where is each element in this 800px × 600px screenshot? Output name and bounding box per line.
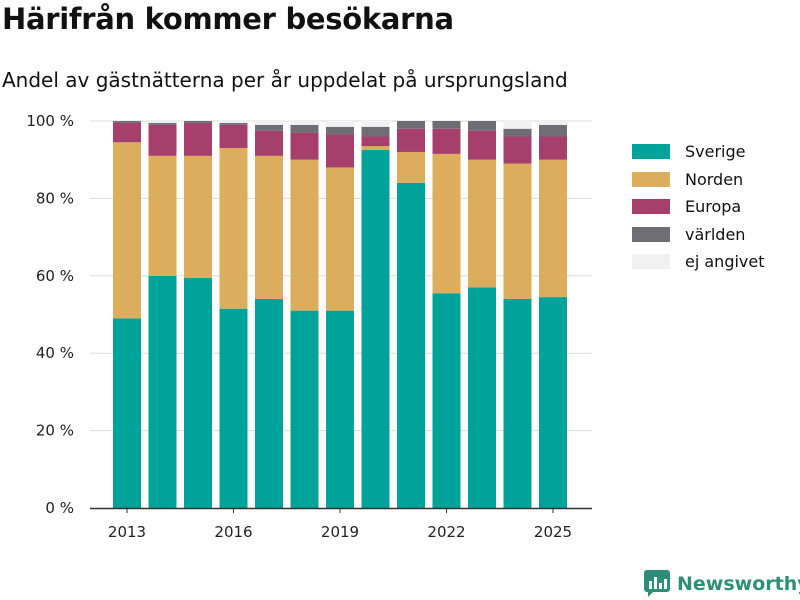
bar-segment-norden	[361, 146, 390, 151]
bar-segment-sverige	[148, 275, 177, 508]
bar-segment-europa	[361, 136, 390, 147]
y-tick-label: 0 %	[45, 499, 74, 517]
bar-segment-europa	[397, 128, 425, 152]
legend-label: världen	[685, 224, 746, 244]
brand-logo: Newsworthy	[644, 570, 800, 598]
bar-segment-ej-angivet	[539, 121, 567, 125]
legend-item: Europa	[632, 193, 765, 221]
bar-segment-europa	[468, 130, 496, 160]
bar-segment-sverige	[113, 318, 141, 508]
bar-segment-världen	[361, 126, 390, 137]
bar-segment-ej-angivet	[326, 121, 354, 127]
bar-segment-världen	[326, 126, 354, 135]
y-tick-label: 80 %	[36, 189, 74, 207]
bar-segment-världen	[468, 121, 496, 131]
chart-subtitle: Andel av gästnätterna per år uppdelat på…	[2, 68, 568, 92]
bar-segment-världen	[432, 121, 461, 129]
legend-swatch	[632, 199, 670, 215]
bar-segment-norden	[468, 159, 496, 288]
bar-segment-ej-angivet	[361, 121, 390, 127]
bar-segment-sverige	[361, 150, 390, 508]
bar-segment-världen	[503, 128, 532, 137]
bar-segment-världen	[113, 121, 141, 123]
bar-segment-världen	[290, 124, 319, 133]
y-tick-label: 20 %	[36, 422, 74, 440]
legend-swatch	[632, 144, 670, 160]
y-tick-label: 40 %	[36, 344, 74, 362]
bar-segment-ej-angivet	[255, 121, 283, 125]
bar-segment-norden	[148, 155, 177, 276]
legend-item: ej angivet	[632, 248, 765, 276]
bar-segment-världen	[255, 124, 283, 131]
bar-segment-europa	[290, 132, 319, 160]
bar-segment-sverige	[255, 299, 283, 508]
chart-title: Härifrån kommer besökarna	[2, 2, 454, 36]
bar-segment-sverige	[326, 310, 354, 508]
bar-segment-världen	[539, 124, 567, 137]
bar-segment-sverige	[432, 293, 461, 508]
bar-segment-norden	[184, 155, 212, 278]
x-tick-label: 2016	[214, 523, 252, 541]
bar-segment-ej-angivet	[503, 121, 532, 129]
bar-segment-världen	[148, 122, 177, 125]
bar-segment-norden	[255, 155, 283, 300]
bar-segment-norden	[113, 142, 141, 319]
legend-item: Norden	[632, 166, 765, 194]
bar-segment-ej-angivet	[148, 121, 177, 123]
bar-segment-europa	[113, 122, 141, 143]
bar-segment-europa	[184, 122, 212, 156]
bar-segment-världen	[184, 121, 212, 123]
chart-legend: Sverige Norden Europa världen ej angivet	[632, 138, 765, 276]
x-tick-label: 2013	[108, 523, 146, 541]
bar-segment-sverige	[503, 299, 532, 508]
y-tick-label: 100 %	[26, 112, 74, 130]
bar-segment-norden	[397, 151, 425, 183]
bar-segment-ej-angivet	[219, 121, 248, 123]
legend-label: Sverige	[685, 142, 746, 162]
bar-segment-ej-angivet	[290, 121, 319, 125]
bar-segment-sverige	[539, 297, 567, 508]
y-tick-label: 60 %	[36, 267, 74, 285]
bar-segment-norden	[290, 159, 319, 311]
bar-segment-norden	[503, 163, 532, 300]
bar-segment-europa	[503, 136, 532, 164]
legend-swatch	[632, 254, 670, 270]
bar-segment-europa	[326, 134, 354, 168]
bar-segment-sverige	[397, 182, 425, 509]
chart-bubble-icon	[644, 570, 670, 597]
bar-segment-norden	[326, 167, 354, 311]
legend-swatch	[632, 226, 670, 242]
bar-segment-norden	[432, 153, 461, 294]
bar-segment-sverige	[290, 310, 319, 508]
x-tick-label: 2025	[534, 523, 572, 541]
bar-segment-sverige	[468, 287, 496, 508]
bar-segment-europa	[432, 128, 461, 154]
bar-segment-sverige	[184, 277, 212, 508]
bar-segment-europa	[539, 136, 567, 160]
bar-segment-världen	[397, 121, 425, 129]
x-tick-label: 2019	[321, 523, 359, 541]
bar-segment-europa	[255, 130, 283, 156]
bar-segment-världen	[219, 122, 248, 125]
bar-segment-europa	[219, 124, 248, 149]
legend-swatch	[632, 171, 670, 187]
legend-label: ej angivet	[685, 252, 765, 272]
bar-segment-norden	[219, 148, 248, 309]
bar-segment-sverige	[219, 308, 248, 508]
legend-label: Europa	[685, 197, 742, 217]
x-tick-label: 2022	[427, 523, 465, 541]
brand-name: Newsworthy	[677, 573, 800, 595]
legend-item: världen	[632, 221, 765, 249]
bar-segment-europa	[148, 124, 177, 156]
bar-segment-norden	[539, 159, 567, 298]
legend-item: Sverige	[632, 138, 765, 166]
legend-label: Norden	[685, 169, 744, 189]
